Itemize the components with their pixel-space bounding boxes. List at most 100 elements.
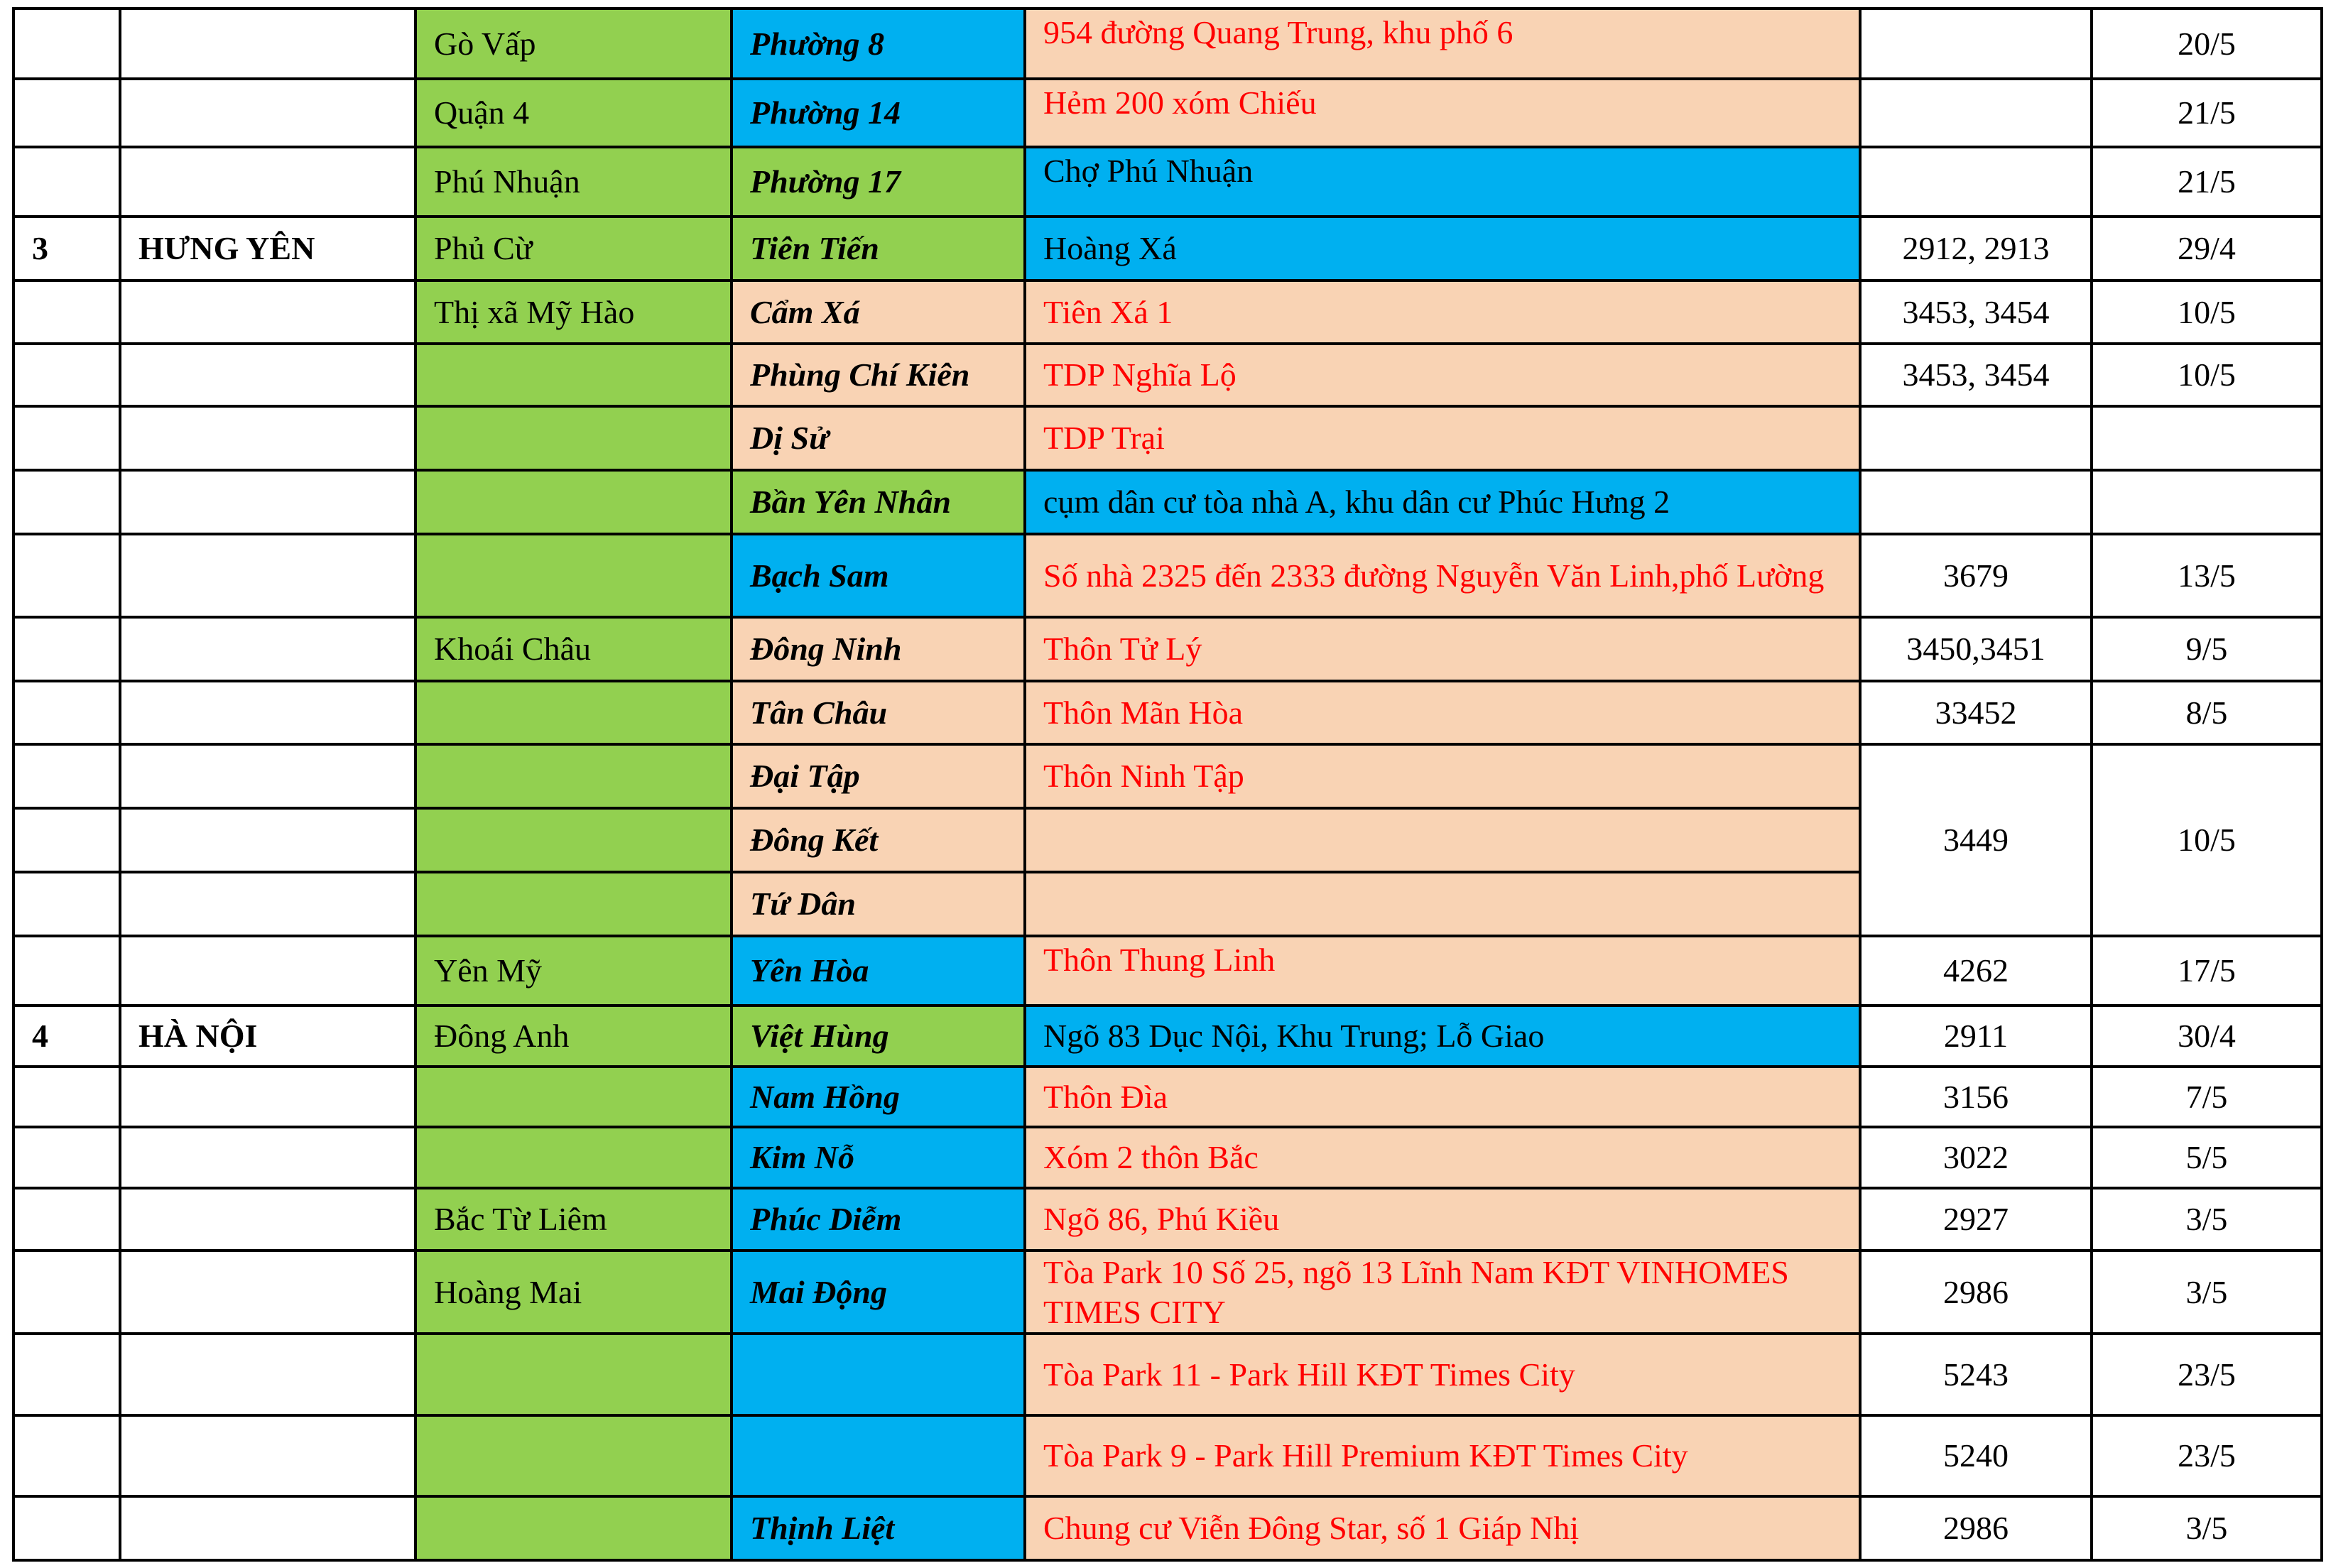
cell-district: Phú Nhuận — [414, 146, 733, 218]
cell-province — [119, 616, 417, 682]
cell-date: 13/5 — [2090, 533, 2323, 619]
cell-province — [119, 405, 417, 472]
table-row: Quận 4 Phường 14 Hẻm 200 xóm Chiếu 21/5 — [12, 77, 2323, 148]
cell-codes: 3022 — [1859, 1126, 2093, 1189]
cell-district — [414, 342, 733, 408]
cell-district — [414, 680, 733, 746]
cell-district: Yên Mỹ — [414, 935, 733, 1007]
cell-ward: Phường 17 — [730, 146, 1026, 218]
cell-ward: Nam Hồng — [730, 1065, 1026, 1128]
cell-address: Thôn Đìa — [1023, 1065, 1862, 1128]
cell-province — [119, 146, 417, 218]
cell-ward: Phường 14 — [730, 77, 1026, 148]
cell-address: Chung cư Viễn Đông Star, số 1 Giáp Nhị — [1023, 1495, 1862, 1562]
table-row: Dị Sử TDP Trại — [12, 405, 2323, 472]
cell-codes: 2986 — [1859, 1249, 2093, 1335]
cell-date — [2090, 469, 2323, 535]
cell-stt — [12, 871, 121, 937]
cell-address: Thôn Thung Linh — [1023, 935, 1862, 1007]
cell-codes: 2986 — [1859, 1495, 2093, 1562]
cell-address: Ngõ 83 Dục Nội, Khu Trung; Lỗ Giao — [1023, 1004, 1862, 1068]
cell-date: 10/5 — [2090, 342, 2323, 408]
cell-address: Tòa Park 9 - Park Hill Premium KĐT Times… — [1023, 1414, 1862, 1498]
table-row: Tân Châu Thôn Mãn Hòa 33452 8/5 — [12, 680, 2323, 746]
cell-district: Khoái Châu — [414, 616, 733, 682]
cell-date: 3/5 — [2090, 1495, 2323, 1562]
cell-ward: Yên Hòa — [730, 935, 1026, 1007]
cell-district: Hoàng Mai — [414, 1249, 733, 1335]
cell-address: TDP Trại — [1023, 405, 1862, 472]
cell-date: 20/5 — [2090, 7, 2323, 80]
cell-province — [119, 7, 417, 80]
cell-date: 9/5 — [2090, 616, 2323, 682]
cell-codes: 5240 — [1859, 1414, 2093, 1498]
cell-stt — [12, 342, 121, 408]
cell-address: Hoàng Xá — [1023, 215, 1862, 282]
table-row: Khoái Châu Đông Ninh Thôn Tử Lý 3450,3451 9/… — [12, 616, 2323, 682]
cell-district — [414, 1126, 733, 1189]
cell-province — [119, 1065, 417, 1128]
cell-address: Thôn Tử Lý — [1023, 616, 1862, 682]
cell-province — [119, 1126, 417, 1189]
cell-date: 3/5 — [2090, 1249, 2323, 1335]
table-row: Yên Mỹ Yên Hòa Thôn Thung Linh 4262 17/5 — [12, 935, 2323, 1007]
cell-address: 954 đường Quang Trung, khu phố 6 — [1023, 7, 1862, 80]
table-body: Gò Vấp Phường 8 954 đường Quang Trung, khu… — [12, 7, 2323, 1562]
cell-codes: 2912, 2913 — [1859, 215, 2093, 282]
cell-codes: 3450,3451 — [1859, 616, 2093, 682]
cell-stt: 4 — [12, 1004, 121, 1068]
cell-stt — [12, 1332, 121, 1417]
cell-ward: Dị Sử — [730, 405, 1026, 472]
cell-address: cụm dân cư tòa nhà A, khu dân cư Phúc Hư… — [1023, 469, 1862, 535]
cell-address — [1023, 807, 1862, 873]
cell-address: Số nhà 2325 đến 2333 đường Nguyễn Văn Li… — [1023, 533, 1862, 619]
cell-district — [414, 871, 733, 937]
cell-province — [119, 1249, 417, 1335]
cell-district — [414, 1332, 733, 1417]
cell-address: Ngõ 86, Phú Kiều — [1023, 1187, 1862, 1252]
cell-province — [119, 807, 417, 873]
cell-address: Tiên Xá 1 — [1023, 279, 1862, 345]
cell-district: Bắc Từ Liêm — [414, 1187, 733, 1252]
cell-ward: Kim Nỗ — [730, 1126, 1026, 1189]
cell-codes — [1859, 146, 2093, 218]
table-row: Phú Nhuận Phường 17 Chợ Phú Nhuận 21/5 — [12, 146, 2323, 218]
cell-district: Quận 4 — [414, 77, 733, 148]
cell-ward: Đại Tập — [730, 743, 1026, 810]
cell-ward: Bần Yên Nhân — [730, 469, 1026, 535]
cell-stt — [12, 279, 121, 345]
cell-address: Thôn Ninh Tập — [1023, 743, 1862, 810]
cell-codes: 33452 — [1859, 680, 2093, 746]
table-row: Bần Yên Nhân cụm dân cư tòa nhà A, khu dâ… — [12, 469, 2323, 535]
cell-date — [2090, 405, 2323, 472]
cell-district: Phủ Cừ — [414, 215, 733, 282]
cell-ward: Việt Hùng — [730, 1004, 1026, 1068]
cell-date: 21/5 — [2090, 77, 2323, 148]
cell-ward — [730, 1332, 1026, 1417]
cell-province — [119, 743, 417, 810]
cell-codes — [1859, 77, 2093, 148]
table-row: Tòa Park 11 - Park Hill KĐT Times City 52… — [12, 1332, 2323, 1417]
cell-province — [119, 77, 417, 148]
cell-date: 3/5 — [2090, 1187, 2323, 1252]
cell-province — [119, 342, 417, 408]
cell-ward — [730, 1414, 1026, 1498]
cell-province — [119, 935, 417, 1007]
cell-date: 21/5 — [2090, 146, 2323, 218]
table-row: 4 HÀ NỘI Đông Anh Việt Hùng Ngõ 83 Dục Nội, … — [12, 1004, 2323, 1068]
cell-ward: Thịnh Liệt — [730, 1495, 1026, 1562]
table-row: Đông Kết — [12, 807, 2322, 873]
cell-date: 17/5 — [2090, 935, 2323, 1007]
cell-province — [119, 1495, 417, 1562]
cell-date: 7/5 — [2090, 1065, 2323, 1128]
cell-district: Thị xã Mỹ Hào — [414, 279, 733, 345]
cell-stt — [12, 807, 121, 873]
cell-province: HƯNG YÊN — [119, 215, 417, 282]
cell-stt — [12, 1495, 121, 1562]
cell-date: 5/5 — [2090, 1126, 2323, 1189]
cell-district — [414, 807, 733, 873]
cell-stt — [12, 743, 121, 810]
cell-stt — [12, 1249, 121, 1335]
cell-ward: Mai Động — [730, 1249, 1026, 1335]
cell-address: Thôn Mãn Hòa — [1023, 680, 1862, 746]
